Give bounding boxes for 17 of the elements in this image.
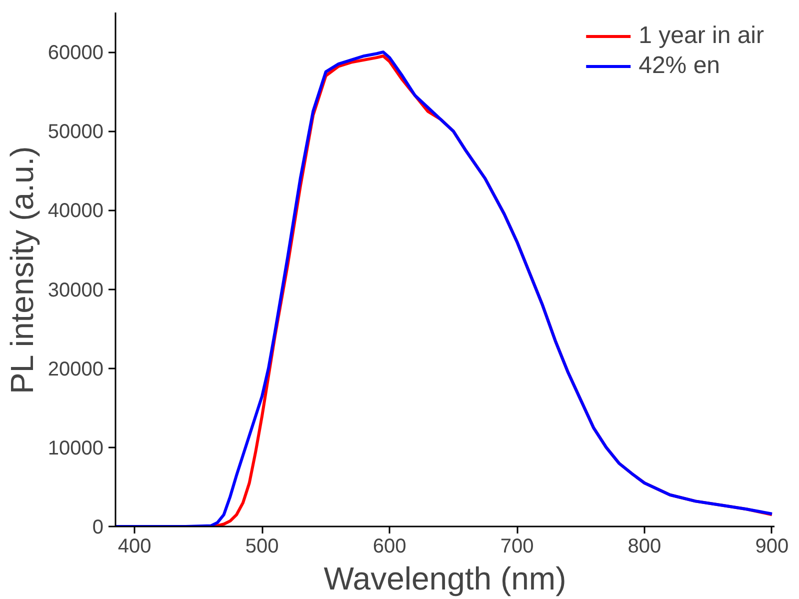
y-axis-title: PL intensity (a.u.) — [4, 146, 40, 394]
legend-label: 42% en — [638, 52, 720, 80]
y-tick-label: 0 — [92, 516, 104, 538]
y-tick-label: 10000 — [48, 437, 104, 460]
x-axis-title: Wavelength (nm) — [324, 560, 566, 596]
x-tick-label: 800 — [628, 536, 662, 558]
legend-label: 1 year in air — [638, 22, 764, 50]
x-tick-label: 600 — [372, 536, 406, 558]
y-tick-label: 50000 — [48, 121, 104, 144]
y-tick-label: 60000 — [48, 42, 104, 64]
x-tick-label: 400 — [118, 536, 152, 558]
y-tick-label: 20000 — [48, 358, 104, 380]
x-tick-label: 500 — [245, 536, 279, 558]
x-tick-label: 900 — [755, 536, 789, 558]
y-tick-label: 40000 — [48, 200, 104, 222]
y-tick-label: 30000 — [48, 279, 104, 302]
x-tick-label: 700 — [500, 536, 534, 558]
